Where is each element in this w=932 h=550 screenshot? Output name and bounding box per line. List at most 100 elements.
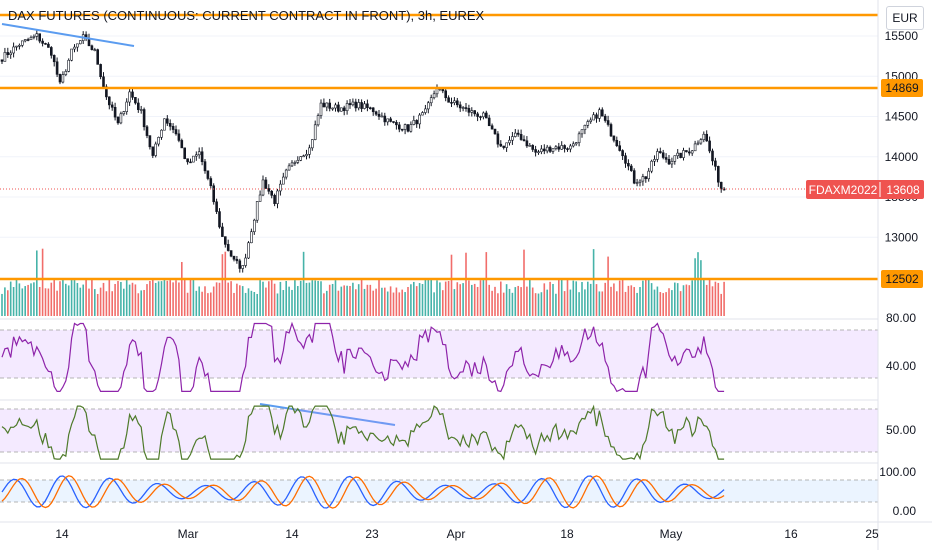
candle-body [44,43,47,45]
volume-bar [581,282,583,316]
candle-body [64,71,68,75]
volume-bar [659,292,662,316]
candle-body [557,146,561,150]
candle-body [354,101,358,109]
volume-bar [485,252,488,316]
candle-body [479,116,482,118]
currency-button[interactable]: EUR [886,6,924,30]
volume-bar [50,282,53,316]
volume-bar [674,282,676,316]
candle-body [412,120,416,125]
volume-bar [207,293,209,316]
volume-bar [91,279,93,316]
volume-bar [183,278,186,316]
candle-body [676,152,680,157]
volume-bar [392,292,395,316]
volume-bar [450,254,453,316]
candle-body [15,45,18,48]
volume-bar [607,256,609,316]
candle-body [415,120,419,125]
candle-body [386,118,390,123]
volume-bar [473,283,476,316]
candle-body [650,160,653,172]
volume-bar [314,280,316,316]
volume-bar [410,284,412,316]
indicator-tick-label: 0.00 [893,504,917,518]
candle-body [687,151,691,154]
volume-bar [639,287,641,316]
volume-bar [665,292,667,316]
candle-body [215,201,218,212]
volume-bar [694,258,696,316]
time-tick-label: 16 [784,527,798,541]
volume-bar [1,293,3,316]
volume-bar [59,281,61,316]
candle-body [334,104,337,109]
candle-body [96,49,99,65]
stoch-k-line [1,475,725,509]
candle-body [183,147,186,159]
volume-bar [708,279,711,316]
candle-body [470,110,474,113]
volume-bar [656,286,659,316]
volume-bar [328,284,331,316]
volume-bar [505,284,508,316]
candle-body [342,107,346,112]
volume-bar [178,282,180,316]
candle-body [426,102,430,110]
candle-body [145,126,149,136]
volume-bar [337,290,340,316]
volume-bar [421,284,424,316]
candle-body [281,176,285,185]
volume-bar [41,248,44,316]
volume-bar [401,289,403,316]
candle-body [444,90,448,99]
candle-body [348,103,352,106]
volume-bar [552,284,554,316]
candle-body [212,185,215,203]
candle-body [61,74,65,83]
volume-bar [230,281,232,316]
price-tick-label: 15500 [885,29,919,43]
candle-body [6,52,10,56]
volume-bar [12,287,15,316]
candle-body [664,157,668,160]
candle-body [418,114,421,125]
candle-body [41,40,44,44]
volume-bar [36,250,38,316]
candle-body [647,170,651,180]
level-label: 12502 [885,272,919,286]
volume-bar [76,283,79,316]
candle-body [102,76,105,88]
volume-bar [117,281,119,316]
candle-body [525,140,529,147]
candle-body [554,146,558,149]
candle-body [638,180,642,183]
candle-body [482,112,485,118]
volume-bar [108,278,111,316]
candle-body [189,161,192,164]
volume-bars [1,248,725,316]
candle-body [589,119,593,122]
time-tick-label: 23 [365,527,379,541]
volume-bar [529,278,531,316]
volume-bar [436,280,438,316]
volume-bar [549,281,551,316]
volume-bar [363,288,366,316]
volume-bar [15,278,18,316]
candle-body [116,116,120,124]
candle-body [119,113,123,124]
candle-body [99,64,102,78]
volume-bar [56,290,58,316]
candle-body [273,195,276,204]
candle-body [137,102,140,110]
candle-body [203,161,207,172]
candle-body [560,145,564,150]
volume-bar [154,282,157,316]
volume-bar [447,281,450,316]
candle-body [325,102,329,108]
candle-body [345,103,349,112]
volume-bar [682,285,685,316]
volume-bar [241,286,244,316]
candle-body [49,47,53,56]
